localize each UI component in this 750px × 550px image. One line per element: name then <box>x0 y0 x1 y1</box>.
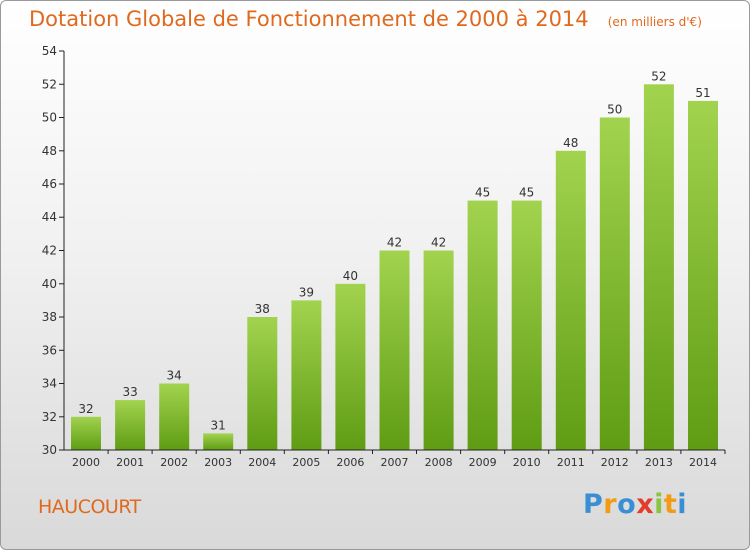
y-tick-label-30: 30 <box>42 443 57 457</box>
bar-2001 <box>115 400 146 450</box>
chart-title: Dotation Globale de Fonctionnement de 20… <box>29 7 589 31</box>
bar-2005 <box>291 300 322 450</box>
title-row: Dotation Globale de Fonctionnement de 20… <box>29 7 702 31</box>
x-tick-label-2003: 2003 <box>204 456 232 469</box>
bar-2009 <box>467 200 498 450</box>
bar-2011 <box>555 150 586 451</box>
bar-2013 <box>643 84 674 451</box>
logo-letter: r <box>603 489 618 520</box>
data-label-2011: 48 <box>563 136 578 150</box>
y-tick-label-40: 40 <box>42 277 57 291</box>
x-tick-label-2013: 2013 <box>645 456 673 469</box>
x-tick-label-2005: 2005 <box>292 456 320 469</box>
logo-letter: x <box>636 489 655 520</box>
data-label-2007: 42 <box>387 236 402 250</box>
bar-2000 <box>71 416 101 451</box>
y-tick-label-38: 38 <box>42 310 57 324</box>
chart-subtitle: (en milliers d'€) <box>607 15 702 29</box>
bar-2006 <box>335 283 366 451</box>
y-tick-label-36: 36 <box>42 343 57 357</box>
y-tick-label-42: 42 <box>42 244 57 258</box>
x-tick-label-2014: 2014 <box>689 456 717 469</box>
logo-letter: o <box>617 489 637 520</box>
data-label-2008: 42 <box>431 236 446 250</box>
bar-2002 <box>159 383 190 450</box>
y-tick-label-52: 52 <box>42 77 57 91</box>
y-tick-label-50: 50 <box>42 111 57 125</box>
x-tick-label-2008: 2008 <box>425 456 453 469</box>
y-tick-label-44: 44 <box>42 210 57 224</box>
logo-letter: i <box>677 489 688 520</box>
x-tick-label-2007: 2007 <box>381 456 409 469</box>
x-tick-label-2001: 2001 <box>116 456 144 469</box>
data-label-2012: 50 <box>607 103 622 117</box>
x-tick-label-2009: 2009 <box>469 456 497 469</box>
data-label-2003: 31 <box>211 418 226 432</box>
logo-letter: t <box>663 489 678 520</box>
x-tick-label-2006: 2006 <box>336 456 364 469</box>
data-label-2004: 38 <box>255 302 270 316</box>
x-tick-label-2000: 2000 <box>72 456 100 469</box>
bar-2003 <box>203 433 234 450</box>
bar-2012 <box>599 117 630 450</box>
proxiti-logo: Proxiti <box>583 489 687 520</box>
bar-2008 <box>423 250 454 450</box>
bar-2004 <box>247 317 278 450</box>
data-label-2010: 45 <box>519 186 534 200</box>
bar-2007 <box>379 250 410 450</box>
data-label-2005: 39 <box>299 285 314 299</box>
y-tick-label-34: 34 <box>42 377 57 391</box>
bar-2010 <box>511 200 542 450</box>
y-tick-label-54: 54 <box>42 44 57 58</box>
data-label-2000: 32 <box>78 402 93 416</box>
data-label-2002: 34 <box>167 369 182 383</box>
logo-letter: i <box>654 489 664 520</box>
bar-2014 <box>688 100 718 451</box>
data-label-2001: 33 <box>122 385 137 399</box>
x-tick-label-2012: 2012 <box>601 456 629 469</box>
commune-name: HAUCOURT <box>38 496 141 518</box>
x-tick-label-2002: 2002 <box>160 456 188 469</box>
data-label-2014: 51 <box>695 86 710 100</box>
y-tick-label-48: 48 <box>42 144 57 158</box>
logo-letter: P <box>583 489 604 520</box>
x-tick-label-2010: 2010 <box>513 456 541 469</box>
data-label-2006: 40 <box>343 269 358 283</box>
data-label-2013: 52 <box>651 69 666 83</box>
y-tick-label-32: 32 <box>42 410 57 424</box>
x-tick-label-2004: 2004 <box>248 456 276 469</box>
data-label-2009: 45 <box>475 186 490 200</box>
y-tick-label-46: 46 <box>42 177 57 191</box>
bars-layer: 32 33 34 31 38 39 40 42 42 45 45 48 50 52 51 <box>71 69 718 451</box>
axes-layer: 2000 2001 2002 2003 2004 2005 2006 2007 2008 2009… <box>42 44 726 469</box>
x-tick-label-2011: 2011 <box>557 456 585 469</box>
